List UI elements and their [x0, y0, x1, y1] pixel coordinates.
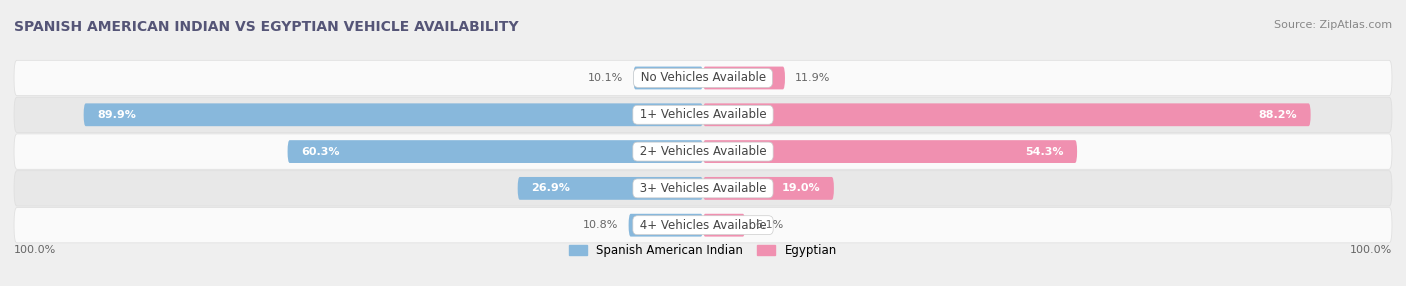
FancyBboxPatch shape	[634, 67, 703, 90]
Text: 2+ Vehicles Available: 2+ Vehicles Available	[636, 145, 770, 158]
Text: 10.1%: 10.1%	[588, 73, 623, 83]
Text: 1+ Vehicles Available: 1+ Vehicles Available	[636, 108, 770, 121]
FancyBboxPatch shape	[703, 67, 785, 90]
FancyBboxPatch shape	[14, 97, 1392, 132]
Text: No Vehicles Available: No Vehicles Available	[637, 72, 769, 84]
Text: 60.3%: 60.3%	[301, 147, 340, 156]
FancyBboxPatch shape	[14, 171, 1392, 206]
Legend: Spanish American Indian, Egyptian: Spanish American Indian, Egyptian	[564, 239, 842, 262]
FancyBboxPatch shape	[288, 140, 703, 163]
FancyBboxPatch shape	[517, 177, 703, 200]
FancyBboxPatch shape	[703, 177, 834, 200]
FancyBboxPatch shape	[703, 140, 1077, 163]
Text: 6.1%: 6.1%	[755, 220, 783, 230]
Text: 26.9%: 26.9%	[531, 183, 571, 193]
FancyBboxPatch shape	[628, 214, 703, 237]
Text: 11.9%: 11.9%	[796, 73, 831, 83]
Text: 89.9%: 89.9%	[97, 110, 136, 120]
FancyBboxPatch shape	[14, 60, 1392, 96]
FancyBboxPatch shape	[14, 208, 1392, 243]
Text: 10.8%: 10.8%	[583, 220, 619, 230]
Text: 88.2%: 88.2%	[1258, 110, 1296, 120]
FancyBboxPatch shape	[14, 134, 1392, 169]
FancyBboxPatch shape	[83, 103, 703, 126]
Text: 100.0%: 100.0%	[14, 245, 56, 255]
Text: 4+ Vehicles Available: 4+ Vehicles Available	[636, 219, 770, 232]
FancyBboxPatch shape	[703, 103, 1310, 126]
Text: 19.0%: 19.0%	[782, 183, 820, 193]
Text: SPANISH AMERICAN INDIAN VS EGYPTIAN VEHICLE AVAILABILITY: SPANISH AMERICAN INDIAN VS EGYPTIAN VEHI…	[14, 20, 519, 34]
Text: 100.0%: 100.0%	[1350, 245, 1392, 255]
Text: 54.3%: 54.3%	[1025, 147, 1063, 156]
FancyBboxPatch shape	[703, 214, 745, 237]
Text: 3+ Vehicles Available: 3+ Vehicles Available	[636, 182, 770, 195]
Text: Source: ZipAtlas.com: Source: ZipAtlas.com	[1274, 20, 1392, 30]
